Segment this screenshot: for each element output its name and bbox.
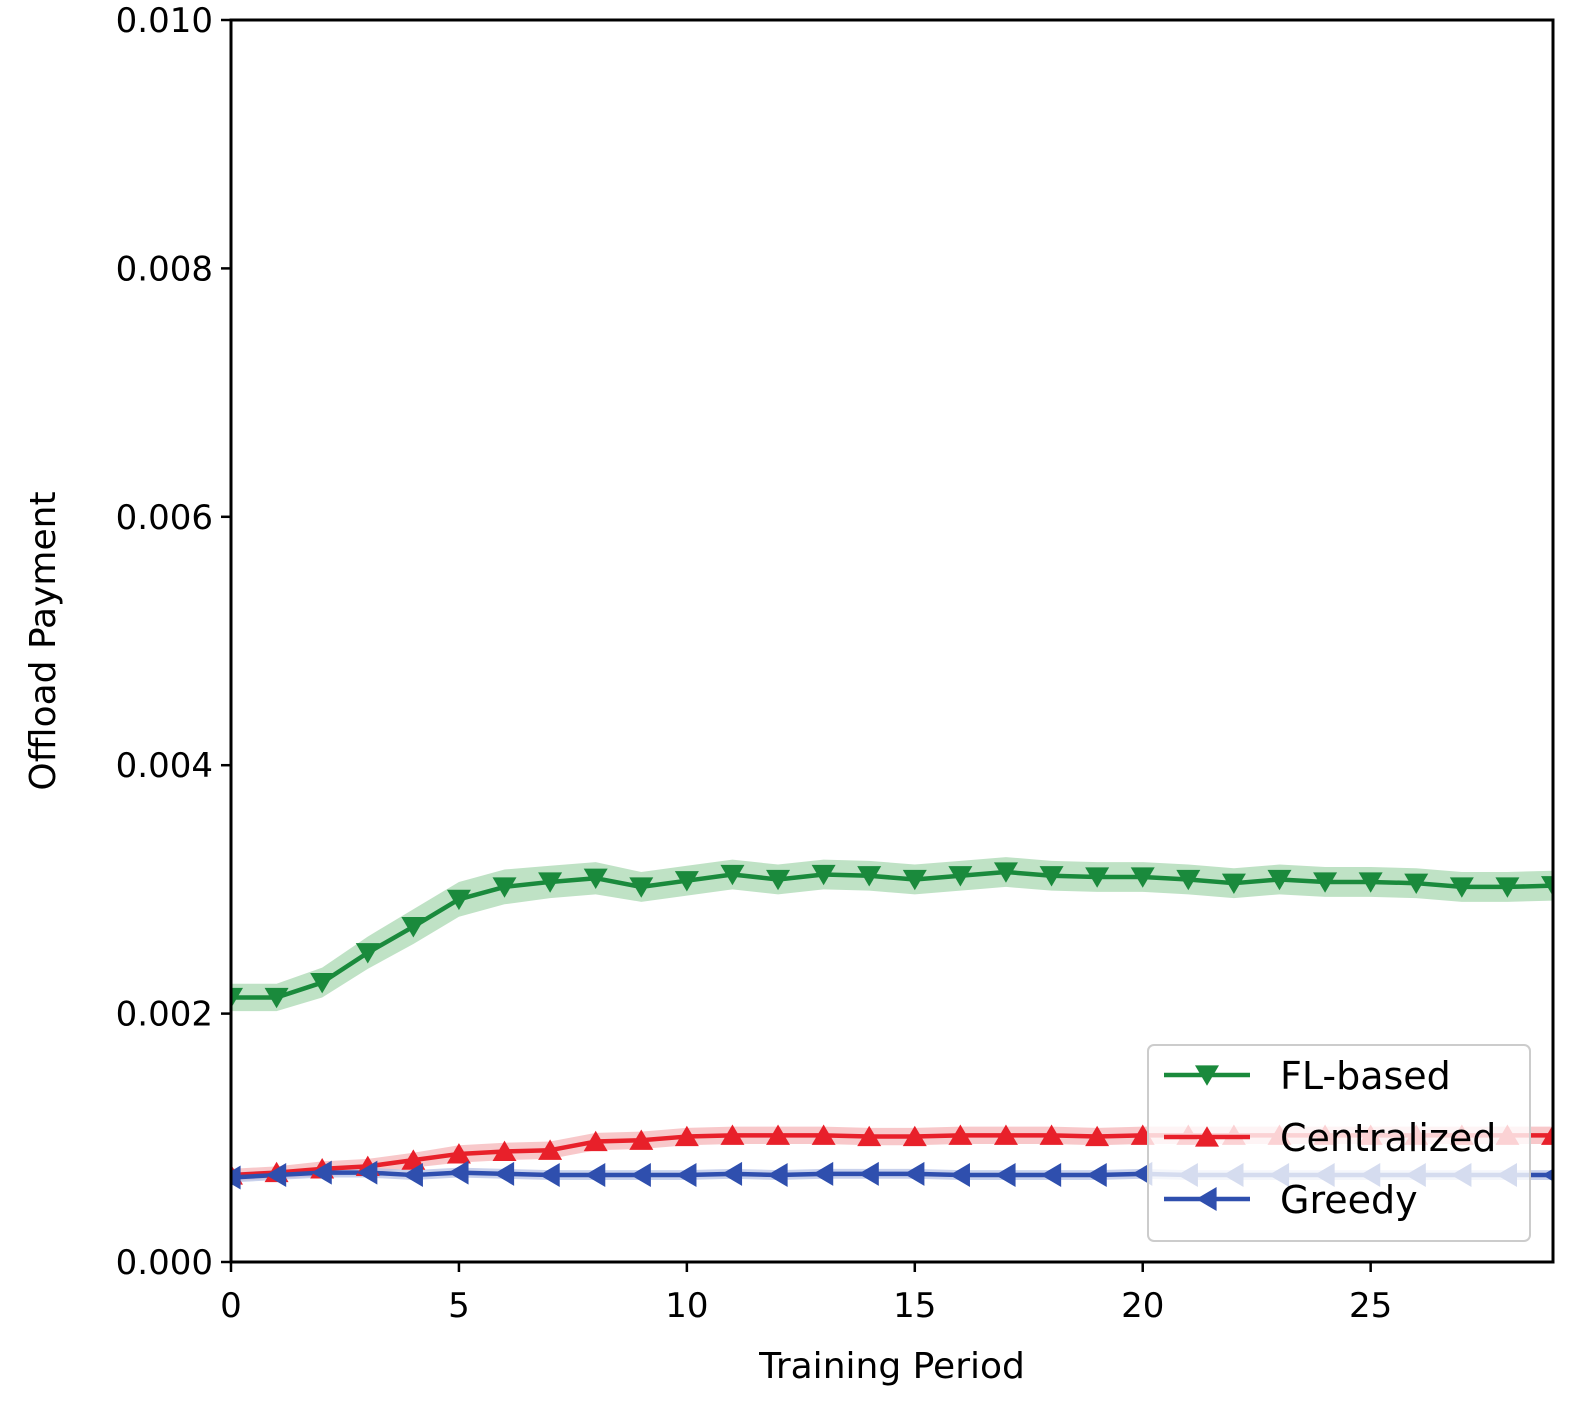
marker-greedy: [812, 1161, 834, 1186]
marker-greedy: [539, 1163, 560, 1188]
marker-greedy: [1542, 1168, 1553, 1182]
x-tick-label: 20: [1121, 1286, 1164, 1326]
marker-greedy: [493, 1161, 515, 1186]
marker-fl-based: [674, 871, 699, 892]
marker-centralized: [720, 1124, 745, 1145]
marker-centralized: [1039, 1124, 1064, 1145]
x-tick-label: 5: [448, 1286, 470, 1326]
marker-fl-based: [355, 943, 380, 964]
marker-fl-based: [993, 862, 1018, 883]
marker-greedy: [356, 1160, 378, 1185]
x-tick-label: 15: [893, 1286, 936, 1326]
marker-fl-based: [1130, 867, 1155, 888]
x-tick-label: 10: [665, 1286, 708, 1326]
legend-marker: [1196, 1187, 1217, 1211]
marker-greedy: [448, 1160, 469, 1185]
marker-fl-based: [1221, 873, 1246, 894]
y-axis-title: Offload Payment: [23, 491, 64, 790]
marker-greedy: [1040, 1163, 1062, 1188]
marker-centralized: [446, 1143, 471, 1164]
marker-fl-based: [1541, 876, 1553, 897]
legend-label: Centralized: [1280, 1116, 1496, 1160]
marker-fl-based: [446, 889, 471, 911]
marker-greedy: [903, 1161, 925, 1186]
y-tick-label: 0.000: [116, 1243, 213, 1283]
legend-label: FL-based: [1280, 1054, 1451, 1098]
marker-fl-based: [857, 866, 882, 887]
marker-fl-based: [1495, 877, 1520, 898]
marker-centralized: [1085, 1125, 1110, 1147]
marker-greedy: [676, 1163, 697, 1188]
marker-greedy: [767, 1163, 788, 1188]
y-tick-label: 0.008: [116, 249, 213, 289]
y-tick-label: 0.002: [116, 995, 213, 1035]
legend-label: Greedy: [1280, 1178, 1418, 1222]
marker-fl-based: [1085, 867, 1110, 888]
marker-greedy: [311, 1160, 332, 1185]
marker-fl-based: [1039, 866, 1064, 887]
plot-frame: [229, 18, 1555, 1264]
marker-fl-based: [264, 987, 289, 1009]
marker-greedy: [995, 1163, 1016, 1188]
marker-greedy: [630, 1163, 651, 1188]
legend-box: [1147, 1044, 1531, 1242]
marker-centralized: [401, 1149, 426, 1170]
marker-fl-based: [629, 877, 654, 898]
marker-centralized: [857, 1125, 882, 1147]
marker-greedy: [1086, 1163, 1107, 1188]
marker-centralized: [674, 1125, 699, 1147]
x-tick-label: 0: [220, 1286, 242, 1326]
marker-fl-based: [1449, 877, 1474, 898]
marker-fl-based: [811, 864, 836, 886]
marker-fl-based: [1313, 872, 1338, 893]
band-fl-based: [231, 857, 1553, 1012]
marker-greedy: [402, 1163, 423, 1188]
line-fl-based: [231, 869, 1553, 1000]
marker-fl-based: [231, 987, 243, 1009]
marker-greedy: [265, 1163, 287, 1188]
legend-marker: [1195, 1065, 1219, 1086]
y-tick-label: 0.006: [116, 498, 213, 538]
marker-fl-based: [538, 872, 563, 893]
marker-centralized: [583, 1130, 608, 1152]
marker-fl-based: [310, 972, 335, 994]
marker-centralized: [948, 1124, 973, 1145]
marker-fl-based: [1358, 872, 1383, 893]
y-axis-ticks: 0.000 0.002 0.004 0.006 0.008 0.010: [116, 1, 231, 1283]
marker-greedy: [584, 1163, 606, 1188]
y-tick-label: 0.010: [116, 1, 213, 41]
marker-centralized: [993, 1124, 1018, 1145]
marker-fl-based: [492, 877, 517, 898]
x-axis-ticks: 0 5 10 15 20 25: [220, 1262, 1392, 1326]
marker-centralized: [629, 1129, 654, 1150]
x-tick-label: 25: [1349, 1286, 1392, 1326]
marker-greedy: [949, 1163, 970, 1188]
marker-fl-based: [948, 866, 973, 887]
marker-greedy: [231, 1165, 241, 1190]
y-tick-label: 0.004: [116, 746, 213, 786]
marker-fl-based: [720, 864, 745, 886]
marker-centralized: [766, 1124, 791, 1145]
marker-greedy: [721, 1161, 743, 1186]
legend: FL-based Centralized Greedy: [1147, 1044, 1531, 1242]
marker-centralized: [538, 1139, 563, 1160]
marker-greedy: [858, 1161, 879, 1186]
marker-centralized: [902, 1125, 927, 1147]
marker-fl-based: [1176, 869, 1201, 891]
marker-fl-based: [1404, 873, 1429, 894]
marker-fl-based: [1267, 869, 1292, 891]
marker-fl-based: [766, 869, 791, 891]
x-axis-title: Training Period: [758, 1346, 1025, 1387]
marker-centralized: [811, 1124, 836, 1145]
marker-fl-based: [902, 869, 927, 891]
marker-centralized: [1541, 1124, 1553, 1145]
legend-marker: [1195, 1126, 1219, 1147]
marker-fl-based: [401, 917, 426, 938]
marker-centralized: [492, 1140, 517, 1162]
marker-fl-based: [583, 868, 608, 890]
